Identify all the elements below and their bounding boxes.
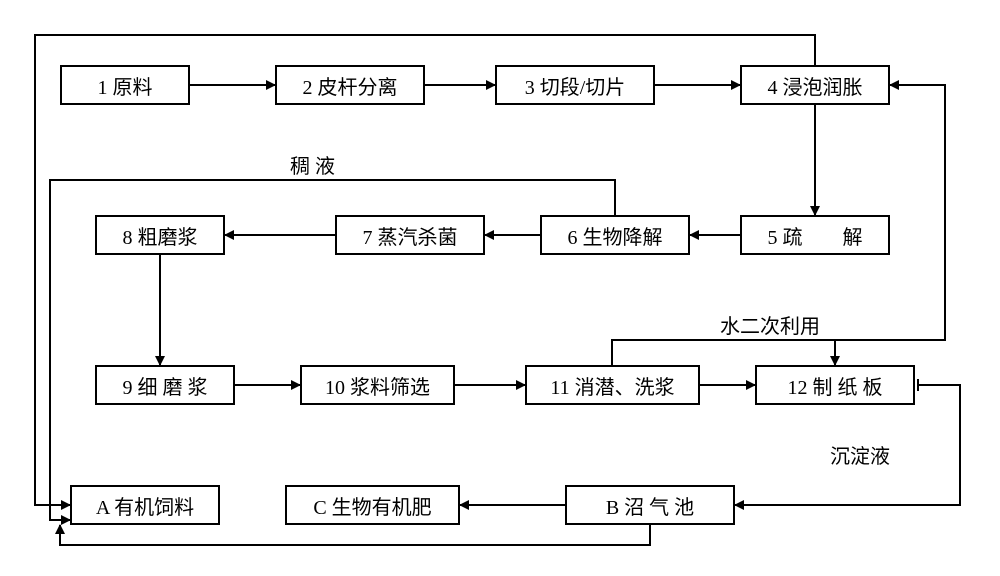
edge-B-down bbox=[60, 525, 650, 545]
node-n3: 3 切段/切片 bbox=[495, 65, 655, 105]
node-n7: 7 蒸汽杀菌 bbox=[335, 215, 485, 255]
node-label: 7 蒸汽杀菌 bbox=[363, 221, 458, 250]
node-nC: C 生物有机肥 bbox=[285, 485, 460, 525]
node-label: A 有机饲料 bbox=[96, 491, 194, 520]
node-label: 3 切段/切片 bbox=[525, 71, 626, 100]
node-n4: 4 浸泡润胀 bbox=[740, 65, 890, 105]
edge-mid-to-A bbox=[50, 455, 70, 520]
node-label: 12 制 纸 板 bbox=[788, 371, 883, 400]
node-label: 6 生物降解 bbox=[568, 221, 663, 250]
node-label: 1 原料 bbox=[98, 71, 153, 100]
label-t1: 稠 液 bbox=[290, 150, 335, 179]
label-t2: 水二次利用 bbox=[720, 310, 820, 339]
node-label: 4 浸泡润胀 bbox=[768, 71, 863, 100]
node-label: 5 疏 解 bbox=[768, 221, 863, 250]
node-n8: 8 粗磨浆 bbox=[95, 215, 225, 255]
node-label: 11 消潜、洗浆 bbox=[550, 371, 674, 400]
node-n11: 11 消潜、洗浆 bbox=[525, 365, 700, 405]
node-label: 10 浆料筛选 bbox=[325, 371, 430, 400]
node-nB: B 沼 气 池 bbox=[565, 485, 735, 525]
label-t3: 沉淀液 bbox=[830, 440, 890, 469]
node-n12: 12 制 纸 板 bbox=[755, 365, 915, 405]
node-label: C 生物有机肥 bbox=[313, 491, 431, 520]
node-n9: 9 细 磨 浆 bbox=[95, 365, 235, 405]
node-label: 8 粗磨浆 bbox=[123, 221, 198, 250]
node-n5: 5 疏 解 bbox=[740, 215, 890, 255]
edge-top-to-A bbox=[35, 470, 70, 505]
node-n6: 6 生物降解 bbox=[540, 215, 690, 255]
node-n1: 1 原料 bbox=[60, 65, 190, 105]
node-nA: A 有机饲料 bbox=[70, 485, 220, 525]
node-label: B 沼 气 池 bbox=[606, 491, 694, 520]
flowchart-canvas: 1 原料 2 皮杆分离 3 切段/切片 4 浸泡润胀 5 疏 解 6 生物降解 7 蒸汽杀菌… bbox=[0, 0, 1000, 576]
node-n2: 2 皮杆分离 bbox=[275, 65, 425, 105]
node-label: 2 皮杆分离 bbox=[303, 71, 398, 100]
node-n10: 10 浆料筛选 bbox=[300, 365, 455, 405]
node-label: 9 细 磨 浆 bbox=[123, 371, 208, 400]
